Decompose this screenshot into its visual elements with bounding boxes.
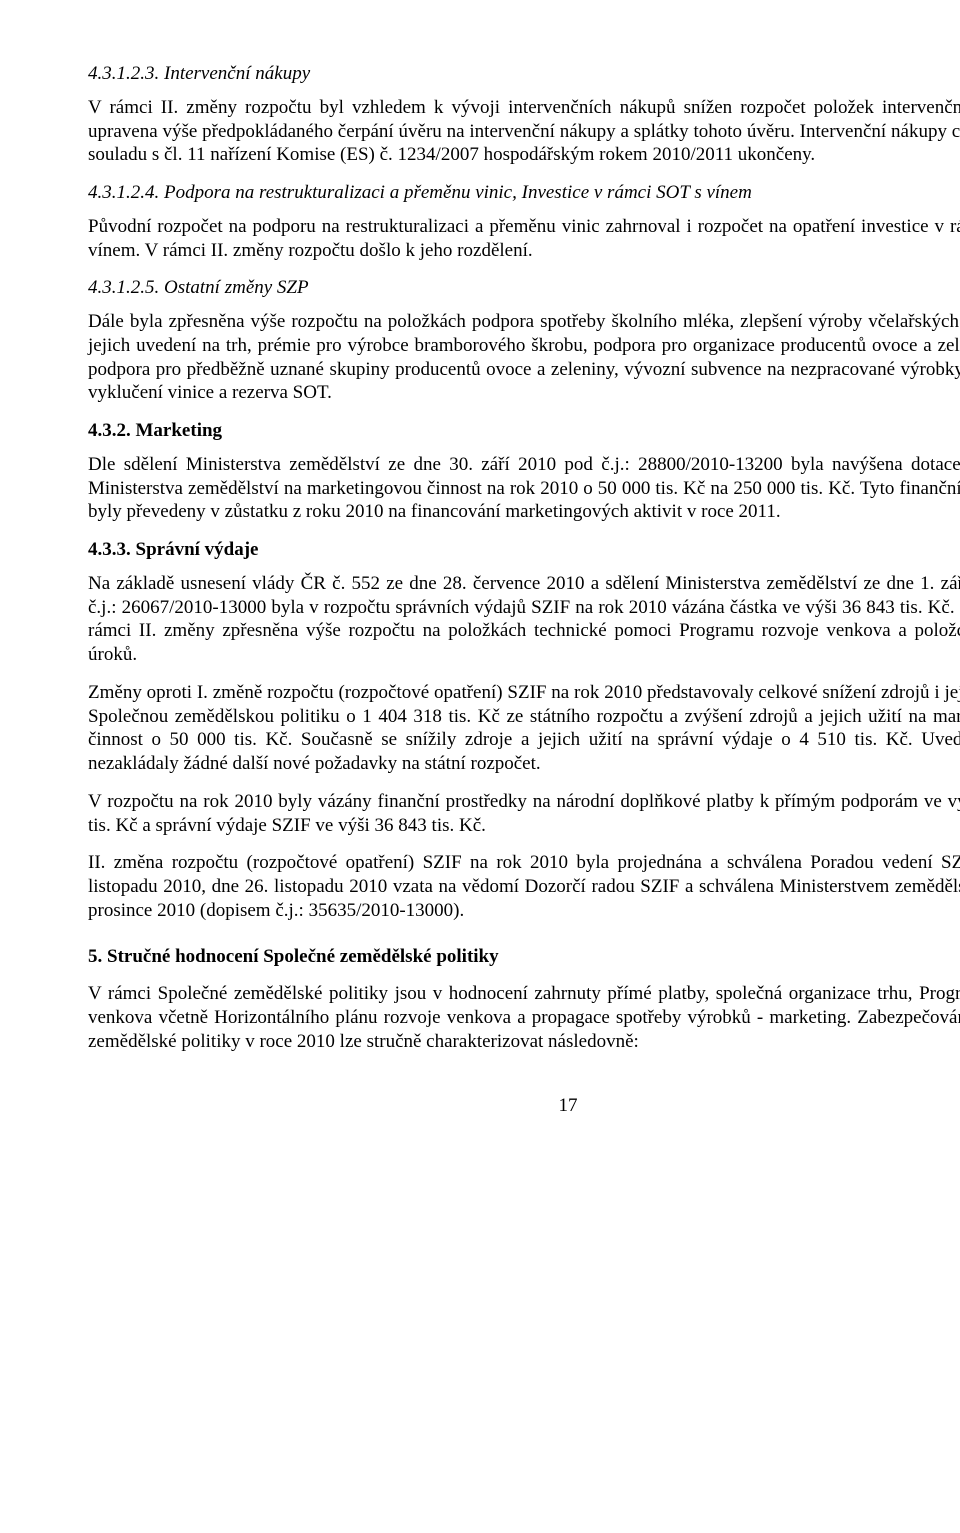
paragraph: V rámci II. změny rozpočtu byl vzhledem … (88, 96, 960, 167)
paragraph: V rámci Společné zemědělské politiky jso… (88, 982, 960, 1053)
heading-num: 4.3.2. (88, 420, 131, 441)
paragraph: Původní rozpočet na podporu na restruktu… (88, 215, 960, 263)
paragraph: Dále byla zpřesněna výše rozpočtu na pol… (88, 310, 960, 405)
heading-5: 5. Stručné hodnocení Společné zemědělské… (88, 945, 960, 969)
heading-title: Intervenční nákupy (164, 63, 310, 84)
paragraph: Změny oproti I. změně rozpočtu (rozpočto… (88, 681, 960, 776)
paragraph: II. změna rozpočtu (rozpočtové opatření)… (88, 851, 960, 922)
paragraph: Dle sdělení Ministerstva zemědělství ze … (88, 453, 960, 524)
heading-4-3-1-2-4: 4.3.1.2.4. Podpora na restrukturalizaci … (88, 181, 960, 205)
heading-title: Správní výdaje (136, 539, 259, 560)
heading-num: 4.3.1.2.4. (88, 182, 159, 203)
heading-title: Marketing (136, 420, 223, 441)
heading-4-3-2: 4.3.2. Marketing (88, 419, 960, 443)
page-number: 17 (88, 1094, 960, 1118)
heading-4-3-3: 4.3.3. Správní výdaje (88, 538, 960, 562)
paragraph: V rozpočtu na rok 2010 byly vázány finan… (88, 790, 960, 838)
heading-4-3-1-2-3: 4.3.1.2.3. Intervenční nákupy (88, 62, 960, 86)
heading-num: 4.3.1.2.3. (88, 63, 159, 84)
heading-title: Podpora na restrukturalizaci a přeměnu v… (164, 182, 752, 203)
paragraph: Na základě usnesení vlády ČR č. 552 ze d… (88, 572, 960, 667)
heading-title: Ostatní změny SZP (164, 277, 309, 298)
heading-num: 4.3.1.2.5. (88, 277, 159, 298)
heading-num: 4.3.3. (88, 539, 131, 560)
heading-4-3-1-2-5: 4.3.1.2.5. Ostatní změny SZP (88, 276, 960, 300)
